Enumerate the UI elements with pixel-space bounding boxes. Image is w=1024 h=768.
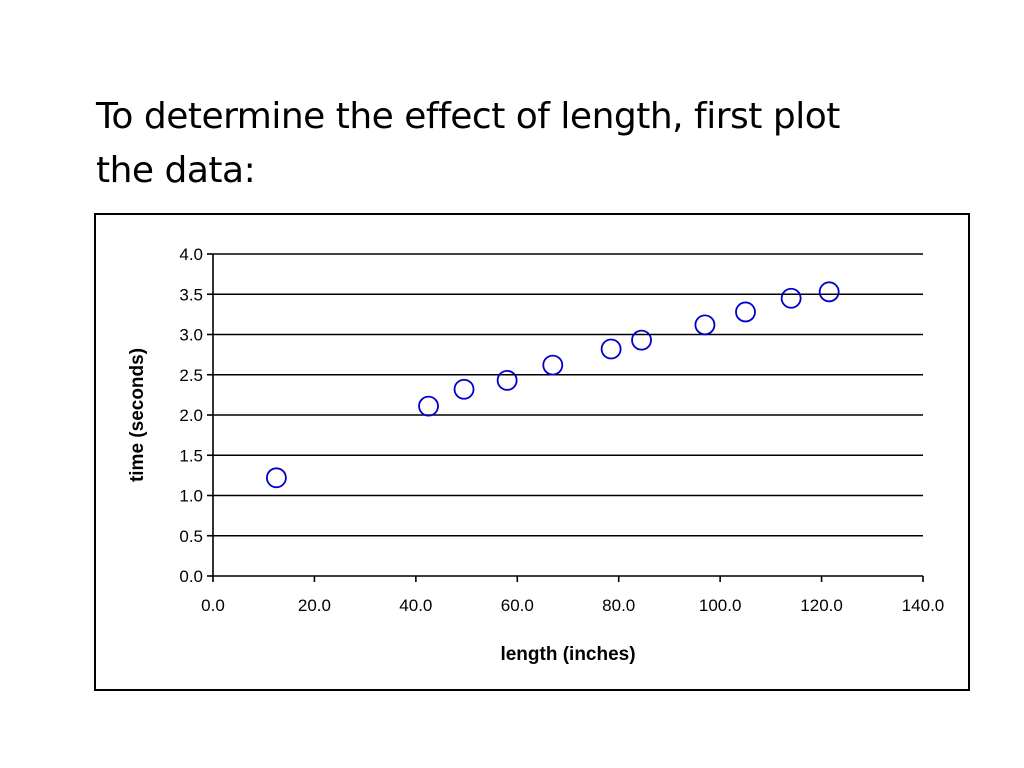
y-tick-label: 1.0 [179,487,203,506]
x-tick-label: 40.0 [399,596,432,615]
data-point [631,329,652,351]
data-point [600,338,622,360]
y-tick-label: 4.0 [179,245,203,264]
scatter-chart: 0.0 0.5 1.0 1.5 2.0 2.5 3.0 3.5 4.0 0.0 20.0 40.0 60… [127,245,944,665]
data-point [265,467,287,489]
y-tick-label: 3.5 [179,285,203,304]
data-point [735,301,756,323]
y-tick-label: 2.0 [179,406,203,425]
data-point [780,287,802,309]
x-tick-label: 120.0 [800,596,843,615]
x-tick-label: 60.0 [501,596,534,615]
y-tick-label: 0.5 [179,527,203,546]
data-point [453,378,475,400]
axes [207,253,924,582]
y-tick-label: 2.5 [179,366,203,385]
data-points [265,281,840,489]
chart-frame: 0.0 0.5 1.0 1.5 2.0 2.5 3.0 3.5 4.0 0.0 20.0 40.0 60… [94,213,970,691]
data-point [694,314,716,336]
tick-labels: 0.0 0.5 1.0 1.5 2.0 2.5 3.0 3.5 4.0 0.0 20.0 40.0 60… [179,245,944,615]
data-point [818,281,840,303]
x-axis-title: length (inches) [500,644,635,665]
slide-title-line-2: the data: [96,150,256,191]
data-point [496,369,518,391]
x-tick-label: 100.0 [699,596,742,615]
x-tick-label: 20.0 [298,596,331,615]
x-tick-label: 140.0 [902,596,945,615]
gridlines [213,253,923,537]
x-tick-label: 80.0 [602,596,635,615]
data-point [542,354,564,376]
y-tick-label: 0.0 [179,567,203,586]
slide-title: To determine the effect of length, first… [96,90,956,198]
y-axis-title: time (seconds) [127,348,148,482]
slide-title-line-1: To determine the effect of length, first… [96,96,840,137]
x-tick-label: 0.0 [201,596,225,615]
data-point [418,395,439,417]
y-tick-label: 1.5 [179,446,203,465]
y-tick-label: 3.0 [179,326,203,345]
